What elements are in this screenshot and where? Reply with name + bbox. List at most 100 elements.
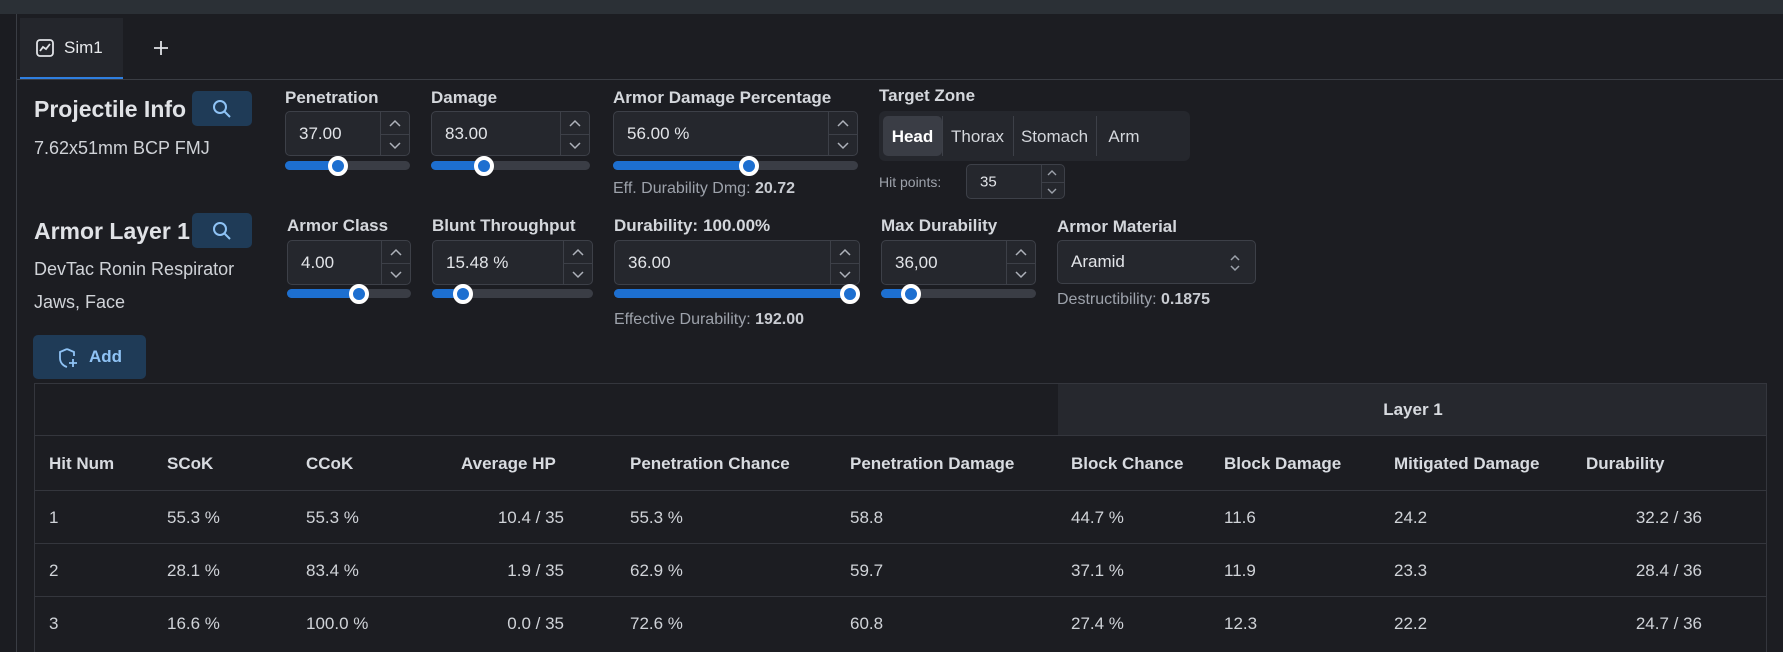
- number-input[interactable]: 15.48 %: [432, 240, 593, 285]
- column-header: CCoK: [306, 454, 354, 473]
- tab-divider: [16, 79, 1783, 80]
- table-cell: 10.4 / 35: [497, 508, 564, 527]
- spinner: [830, 241, 859, 284]
- armor-title: Armor Layer 1: [34, 218, 190, 244]
- spin-down[interactable]: [829, 133, 857, 157]
- spin-down[interactable]: [1007, 262, 1035, 286]
- projectile-title: Projectile Info: [34, 96, 187, 122]
- table-cell: 3: [49, 614, 59, 633]
- armor-name: DevTac Ronin Respirator: [34, 259, 235, 279]
- add-tab[interactable]: [153, 40, 169, 56]
- spin-down[interactable]: [381, 133, 409, 157]
- number-input[interactable]: 36,00: [881, 240, 1036, 285]
- slider[interactable]: [613, 155, 858, 176]
- spin-up[interactable]: [564, 241, 592, 263]
- table-cell: 1: [49, 508, 59, 527]
- group-header-label: Layer 1: [1383, 400, 1443, 419]
- zone-option[interactable]: Stomach: [1013, 116, 1096, 156]
- hit-points-label: Hit points:: [879, 174, 942, 190]
- chevron: [837, 142, 849, 150]
- chevron: [1015, 248, 1027, 256]
- column-header: Block Damage: [1224, 454, 1342, 473]
- table-cell: 100.0 %: [306, 614, 369, 633]
- spinner: [1041, 165, 1064, 198]
- column-header: Mitigated Damage: [1394, 454, 1540, 473]
- slider-thumb[interactable]: [328, 155, 348, 176]
- spin-up[interactable]: [381, 112, 409, 134]
- spinner: [563, 241, 592, 284]
- input-value: 56.00 %: [627, 123, 690, 143]
- material-value: Aramid: [1071, 252, 1125, 271]
- zone-option[interactable]: Arm: [1096, 116, 1152, 156]
- spin-down[interactable]: [561, 133, 589, 157]
- hit-points-input[interactable]: 35: [966, 164, 1065, 199]
- spinner: [381, 241, 410, 284]
- material-select[interactable]: Aramid: [1057, 240, 1256, 284]
- table-cell: 55.3 %: [630, 508, 683, 527]
- effective-durability-label: Effective Durability:: [614, 311, 751, 328]
- spin-down[interactable]: [564, 262, 592, 286]
- spin-up[interactable]: [829, 112, 857, 134]
- chevron: [390, 248, 402, 256]
- group-header: [1058, 384, 1766, 435]
- column-header: Block Chance: [1071, 454, 1184, 473]
- eff-durability-dmg: Eff. Durability Dmg: 20.72: [613, 180, 795, 198]
- chevron: [839, 248, 851, 256]
- field-label: Penetration: [285, 88, 379, 108]
- slider[interactable]: [881, 283, 1036, 304]
- search-button[interactable]: [192, 91, 252, 126]
- slider-fill: [614, 289, 850, 298]
- zone-option[interactable]: Head: [883, 116, 942, 156]
- spin-down[interactable]: [382, 262, 410, 286]
- slider-thumb[interactable]: [453, 283, 473, 304]
- armor-name: Jaws, Face: [34, 292, 126, 312]
- slider[interactable]: [285, 155, 410, 176]
- spin-up[interactable]: [561, 112, 589, 134]
- search-button[interactable]: [192, 213, 252, 248]
- number-input[interactable]: 83.00: [431, 111, 590, 156]
- table-cell: 0.0 / 35: [507, 614, 564, 633]
- spin-down[interactable]: [1042, 181, 1064, 200]
- table-cell: 72.6 %: [630, 614, 683, 633]
- effective-durability-value: 192.00: [755, 311, 805, 328]
- slider[interactable]: [432, 283, 593, 304]
- input-value: 36,00: [895, 252, 938, 272]
- effective-durability: Effective Durability: 192.00: [614, 311, 804, 329]
- tab[interactable]: Sim1: [20, 18, 123, 79]
- slider-thumb[interactable]: [349, 283, 369, 304]
- table-cell: 59.7: [850, 561, 884, 580]
- slider[interactable]: [614, 283, 860, 304]
- slider-fill: [881, 289, 911, 298]
- table-cell: 60.8: [850, 614, 884, 633]
- add-button[interactable]: Add: [33, 335, 146, 379]
- slider-thumb[interactable]: [840, 283, 860, 304]
- number-input[interactable]: 4.00: [287, 240, 411, 285]
- field-label-text: Durability:: [614, 216, 699, 235]
- chevron: [1047, 188, 1057, 194]
- spin-up[interactable]: [1042, 165, 1064, 182]
- zone-option[interactable]: Thorax: [942, 116, 1013, 156]
- number-input[interactable]: 56.00 %: [613, 111, 858, 156]
- table-cell: 83.4 %: [306, 561, 359, 580]
- number-input[interactable]: 37.00: [285, 111, 410, 156]
- field-label-text: Penetration: [285, 88, 379, 107]
- window-top: [0, 0, 1783, 14]
- spin-down[interactable]: [831, 262, 859, 286]
- slider-thumb[interactable]: [474, 155, 494, 176]
- chevron: [1047, 170, 1057, 176]
- select-icon: [1230, 254, 1240, 272]
- table-line: [35, 435, 1766, 436]
- slider-thumb[interactable]: [739, 155, 759, 176]
- spin-up[interactable]: [382, 241, 410, 263]
- zone-label: Arm: [1108, 127, 1140, 146]
- spin-up[interactable]: [831, 241, 859, 263]
- input-value: 37.00: [299, 123, 342, 143]
- slider[interactable]: [287, 283, 411, 304]
- spin-up[interactable]: [1007, 241, 1035, 263]
- add-label: Add: [89, 347, 123, 366]
- slider-thumb[interactable]: [901, 283, 921, 304]
- slider[interactable]: [431, 155, 590, 176]
- add-icon: [59, 348, 77, 368]
- chevron: [389, 119, 401, 127]
- number-input[interactable]: 36.00: [614, 240, 860, 285]
